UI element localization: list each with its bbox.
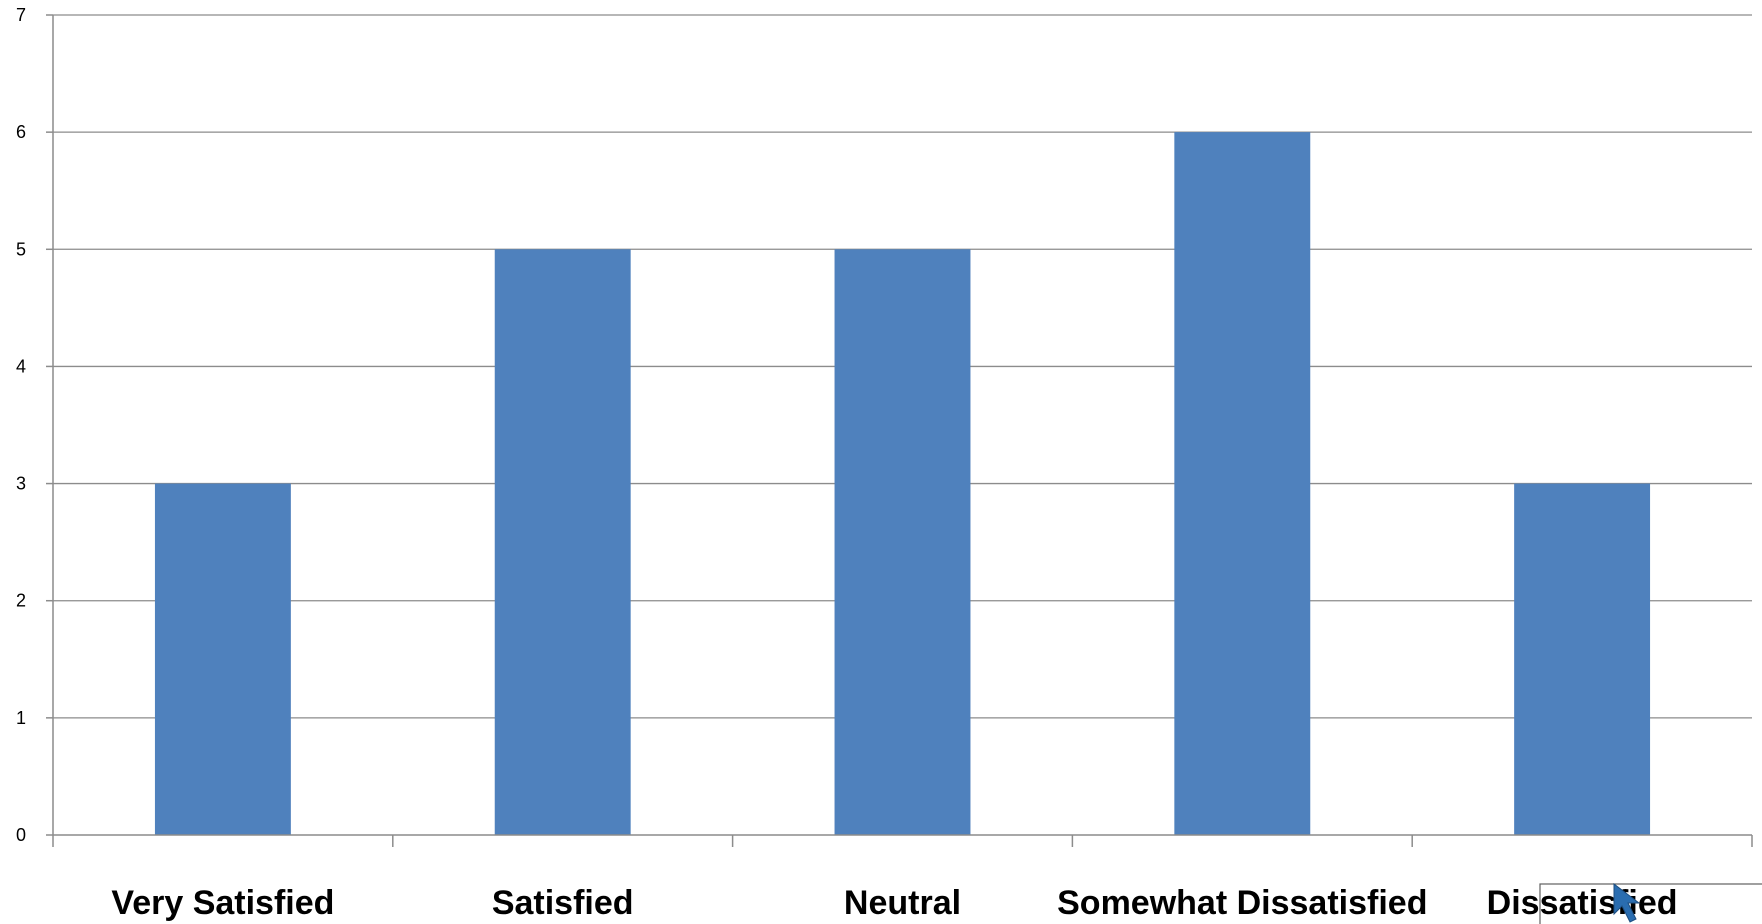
y-tick-label: 1 [16,708,26,728]
y-tick-label: 7 [16,5,26,25]
labels: 0 1 2 3 4 5 6 7 Very Satisfied Satisfied Neutral So… [16,5,1678,922]
cursor-icon [1613,882,1641,923]
bar [1174,132,1311,836]
axes [46,14,1753,847]
y-tick-label: 6 [16,122,26,142]
bar [494,249,631,836]
selection-box[interactable] [1539,883,1762,924]
x-category-label: Neutral [844,884,961,922]
x-category-label: Somewhat Dissatisfied [1057,884,1427,922]
overlay [1539,882,1762,924]
bar [1514,483,1651,835]
y-tick-label: 3 [16,474,26,494]
x-category-label: Satisfied [492,884,634,922]
x-category-label: Dissatisfied [1487,884,1678,922]
y-tick-label: 5 [16,239,26,259]
bar [154,483,291,835]
y-tick-label: 2 [16,591,26,611]
y-tick-label: 4 [16,356,26,376]
x-category-label: Very Satisfied [111,884,334,922]
bars [154,132,1651,836]
y-tick-label: 0 [16,825,26,845]
bar [834,249,971,836]
